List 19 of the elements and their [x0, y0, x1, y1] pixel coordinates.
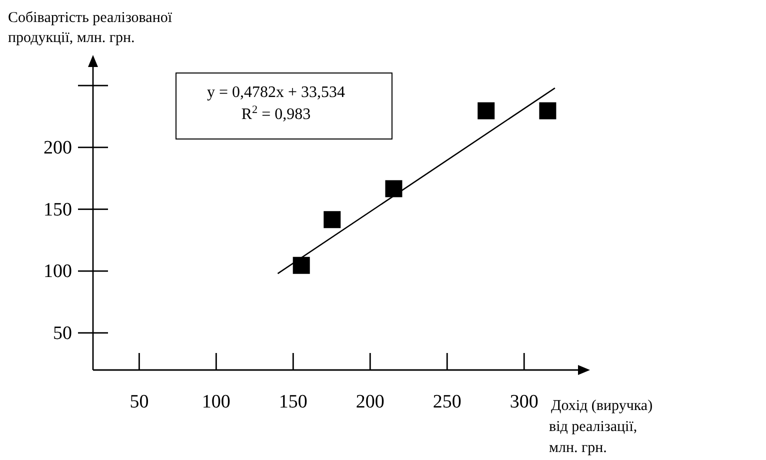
- y-tick-label: 100: [44, 261, 72, 282]
- point: [292, 256, 310, 274]
- point: [539, 102, 556, 120]
- annotation: y = 0,4782x + 33,534: [206, 84, 346, 101]
- x-tick-label: 50: [130, 391, 149, 412]
- x-tick-label: 200: [356, 391, 384, 412]
- point: [385, 180, 402, 198]
- point: [324, 211, 341, 228]
- y-tick-label: 50: [53, 322, 72, 344]
- x-axis-title: Дохід (виручка) від реалізації, млн. грн.: [549, 398, 653, 456]
- annotation: R$^{2}$ = 0,983: [241, 104, 311, 123]
- y-axis-title: Собівартість реалізованої продукції, млн. грн.: [8, 10, 173, 46]
- y-tick-label: 200: [44, 137, 72, 158]
- x-tick-label: 100: [202, 391, 230, 412]
- y-tick-label: 150: [44, 199, 72, 220]
- x-tick-label: 250: [432, 391, 462, 412]
- x-tick-label: 150: [278, 391, 308, 412]
- point: [478, 102, 495, 120]
- x-tick-label: 300: [510, 391, 538, 412]
